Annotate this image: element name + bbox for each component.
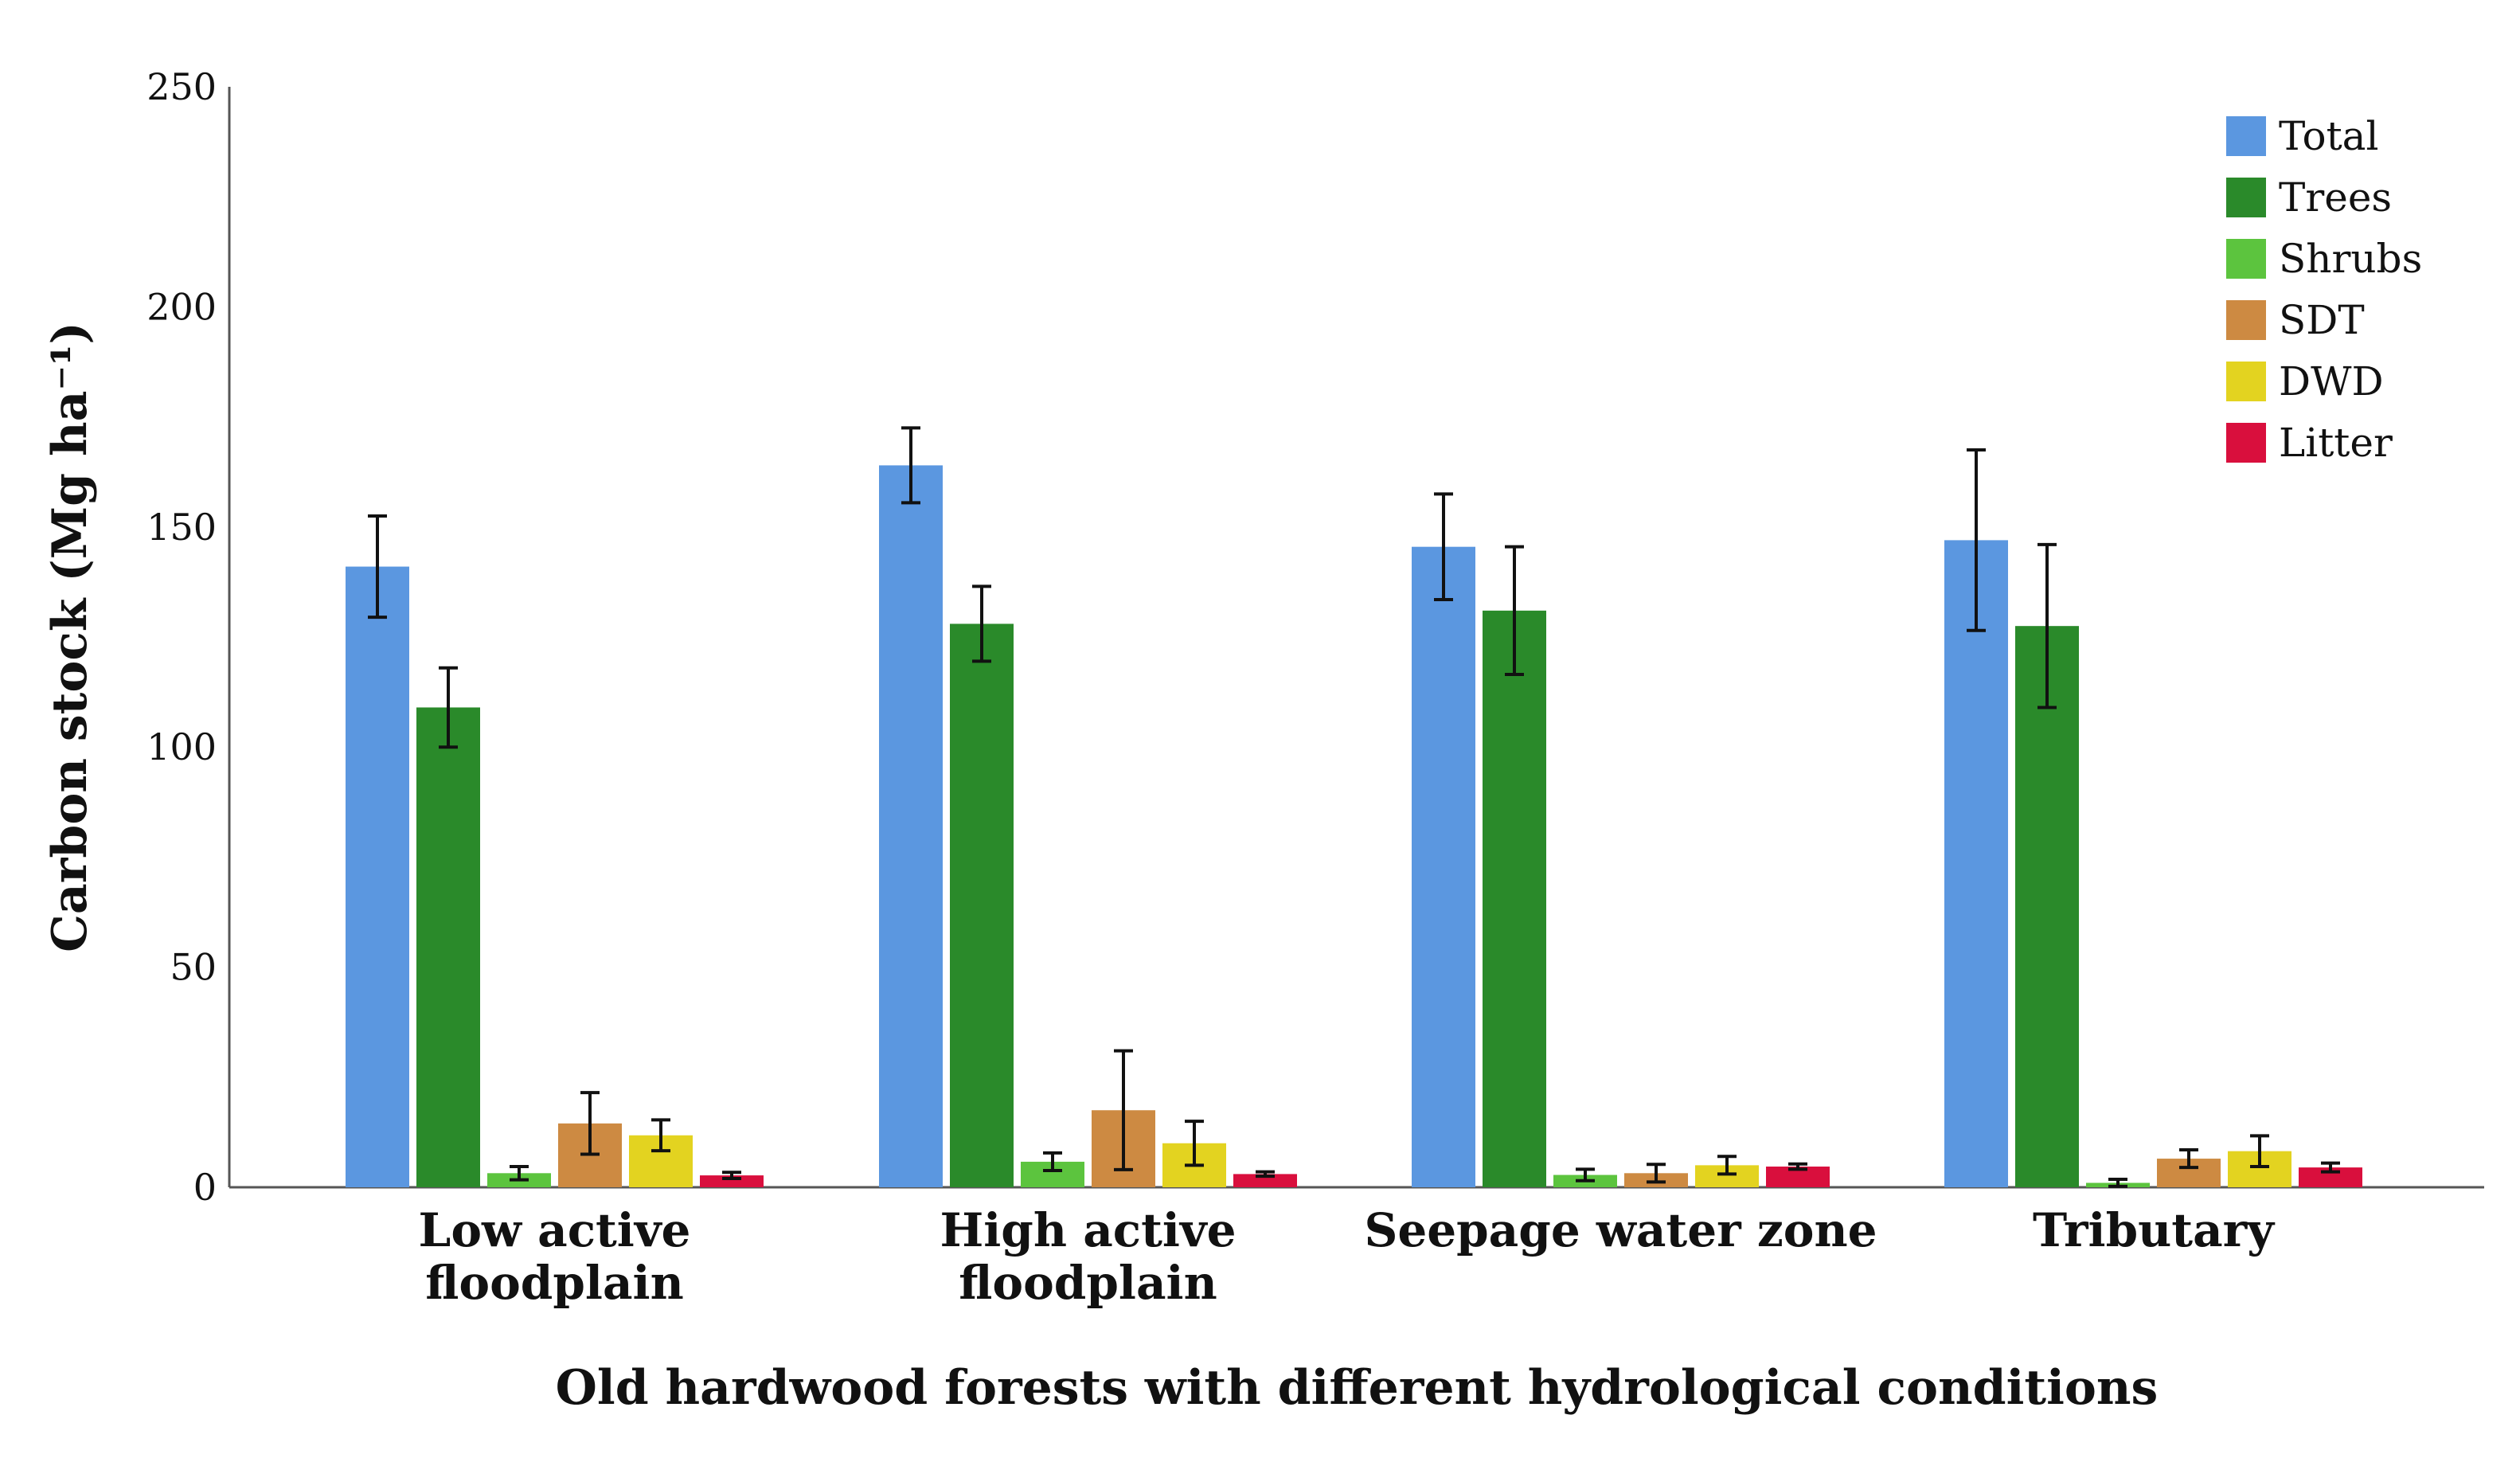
- legend-swatch: [2226, 423, 2266, 463]
- legend-item: SDT: [2226, 297, 2365, 343]
- category-label: Tributary: [2033, 1203, 2276, 1257]
- bar-trees: [416, 707, 480, 1187]
- y-axis-title: Carbon stock (Mg ha⁻¹): [42, 322, 98, 952]
- y-tick-labels: 0 50 100 150 200 250: [147, 65, 217, 1209]
- legend-item: Shrubs: [2226, 236, 2422, 282]
- bar-trees: [2015, 626, 2079, 1187]
- legend-label: DWD: [2279, 358, 2384, 405]
- y-tick-label: 250: [147, 65, 217, 108]
- bar-chart: 0 50 100 150 200 250 Low active floodplain High…: [0, 0, 2520, 1455]
- category-labels: Low active floodplain High active floodplai…: [419, 1203, 2276, 1310]
- bar-trees: [950, 623, 1014, 1187]
- legend-item: Trees: [2226, 174, 2392, 221]
- chart-svg: 0 50 100 150 200 250 Low active floodplain High…: [0, 0, 2520, 1455]
- legend-label: Total: [2279, 113, 2378, 159]
- legend-item: Litter: [2226, 420, 2393, 466]
- legend-swatch: [2226, 116, 2266, 156]
- category-label: High active floodplain: [940, 1203, 1236, 1310]
- legend-item: Total: [2226, 113, 2378, 159]
- bar-total: [1944, 540, 2008, 1187]
- legend-label: SDT: [2279, 297, 2365, 343]
- legend-label: Litter: [2279, 420, 2393, 466]
- y-tick-label: 150: [147, 506, 217, 549]
- legend-swatch: [2226, 178, 2266, 217]
- y-tick-label: 0: [193, 1166, 217, 1209]
- legend-label: Shrubs: [2279, 236, 2422, 282]
- bar-total: [1412, 547, 1475, 1187]
- legend: Total Trees Shrubs SDT DWD Litter: [2226, 113, 2422, 466]
- bars: [346, 465, 2362, 1187]
- y-tick-label: 100: [147, 725, 217, 768]
- category-label: Seepage water zone: [1364, 1203, 1877, 1257]
- category-label: Low active floodplain: [419, 1203, 691, 1310]
- bar-total: [346, 567, 409, 1187]
- y-tick-label: 200: [147, 285, 217, 328]
- bar-total: [879, 465, 943, 1187]
- error-bar: [2108, 1179, 2127, 1186]
- legend-swatch: [2226, 239, 2266, 279]
- legend-swatch: [2226, 362, 2266, 401]
- axes: [229, 87, 2484, 1187]
- legend-item: DWD: [2226, 358, 2384, 405]
- y-tick-label: 50: [170, 946, 217, 989]
- legend-label: Trees: [2279, 174, 2392, 221]
- legend-swatch: [2226, 300, 2266, 340]
- x-axis-title: Old hardwood forests with different hydr…: [556, 1360, 2159, 1416]
- bar-trees: [1483, 611, 1546, 1187]
